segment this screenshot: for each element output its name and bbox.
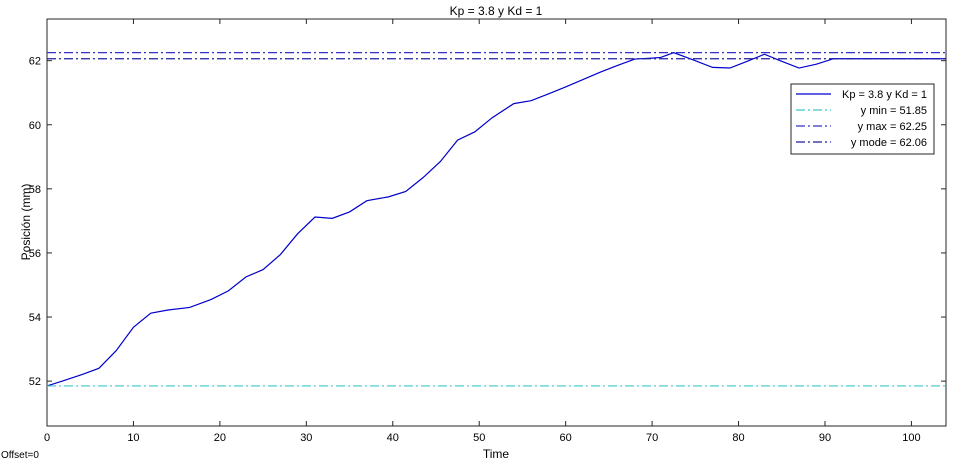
legend-label-4: y mode = 62.06 [851, 137, 927, 149]
x-tick-label: 100 [902, 432, 920, 444]
axes-layer: 0 10 20 30 40 50 60 70 80 90 100 52 54 56 58 60 62 [29, 19, 946, 444]
x-tick-label: 70 [646, 432, 658, 444]
y-axis-label: Posición (mm) [19, 184, 33, 261]
series-layer [46, 52, 946, 387]
y-tick-label: 56 [29, 248, 41, 260]
x-tick-label: 10 [127, 432, 139, 444]
plot-area [46, 18, 947, 427]
series-line-1 [46, 52, 946, 387]
x-tick-label: 40 [387, 432, 399, 444]
y-tick-label: 60 [29, 120, 41, 132]
x-axis-label: Time [483, 447, 510, 461]
y-tick-label: 62 [29, 56, 41, 68]
y-tick-label: 52 [29, 376, 41, 388]
legend-label-1: Kp = 3.8 y Kd = 1 [842, 89, 927, 101]
x-tick-label: 90 [819, 432, 831, 444]
y-tick-label: 54 [29, 312, 41, 324]
offset-note: Offset=0 [1, 450, 39, 461]
x-tick-label: 50 [473, 432, 485, 444]
x-tick-label: 20 [214, 432, 226, 444]
chart-title: Kp = 3.8 y Kd = 1 [450, 4, 543, 18]
legend-label-3: y max = 62.25 [858, 121, 927, 133]
y-tick-label: 58 [29, 184, 41, 196]
x-tick-label: 60 [560, 432, 572, 444]
x-tick-label: 80 [732, 432, 744, 444]
x-tick-label: 0 [44, 432, 50, 444]
x-tick-label: 30 [300, 432, 312, 444]
legend-label-2: y min = 51.85 [861, 105, 927, 117]
legend: Kp = 3.8 y Kd = 1 y min = 51.85 y max = 62… [790, 83, 935, 155]
